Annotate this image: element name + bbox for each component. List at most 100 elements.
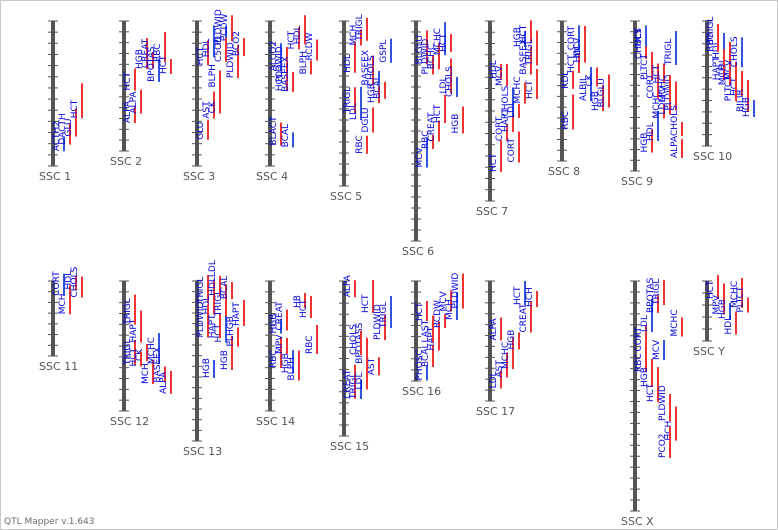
qtl-label: ALPA (670, 135, 680, 158)
qtl-label: AST (202, 101, 212, 119)
qtl-label: PLDWID (196, 302, 206, 338)
qtl-bar (360, 331, 362, 355)
qtl-label: PLDWID (373, 304, 383, 340)
qtl-bar (500, 317, 502, 341)
qtl-bar (170, 370, 172, 394)
chromosome-label: SSC 4 (256, 170, 288, 183)
qtl-label: MCV (573, 37, 583, 58)
qtl-label: PLTCT (724, 75, 734, 101)
qtl-bar (530, 46, 532, 75)
qtl-label: HGB (202, 358, 212, 378)
qtl-bar (456, 292, 458, 320)
qtl-label: RBC (355, 135, 365, 154)
qtl-bar (500, 370, 502, 389)
chromosome-group: SSC 15CREATTRIGLBPOTASSHCTASTPLDWIDTRIGL… (330, 274, 392, 453)
qtl-label: BCAL (373, 75, 383, 98)
qtl-bar (741, 278, 743, 308)
qtl-bar (426, 301, 428, 321)
qtl-label: HGB (269, 314, 279, 334)
qtl-label: DGLU (361, 107, 371, 132)
qtl-bar (645, 351, 647, 372)
qtl-label: HCT (489, 153, 499, 172)
qtl-bar (657, 111, 659, 141)
qtl-bar (729, 42, 731, 75)
qtl-bar (651, 359, 653, 387)
qtl-label: RBC (421, 130, 431, 149)
qtl-label: MCHC (658, 75, 668, 102)
qtl-label: BCAL (220, 276, 230, 299)
qtl-label: PLDWID (214, 9, 224, 45)
qtl-bar (207, 275, 209, 303)
qtl-label: BCAL (421, 344, 431, 367)
qtl-label: GLU (64, 118, 74, 136)
qtl-label: PLDWID (658, 385, 668, 421)
qtl-label: PLTCT (736, 286, 746, 312)
qtl-bar (280, 319, 282, 334)
qtl-bar (63, 273, 65, 296)
app-version-footer: QTL Mapper v.1.643 (4, 517, 95, 527)
qtl-label: LDL (355, 373, 365, 390)
chromosome-label: SSC 17 (476, 405, 515, 418)
qtl-label: HB (293, 295, 303, 308)
qtl-label: BLGLU (597, 78, 607, 107)
qtl-label: RBC (269, 349, 279, 368)
qtl-bar (207, 119, 209, 140)
qtl-label: HCT (123, 71, 133, 90)
qtl-label: HCT (70, 99, 80, 118)
qtl-label: AST (495, 360, 505, 378)
qtl-bar (645, 43, 647, 59)
chromosome-label: SSC 3 (183, 170, 215, 183)
qtl-label: BLPH (208, 64, 218, 87)
qtl-label: CORT (507, 138, 517, 163)
qtl-label: HDL (489, 60, 499, 79)
qtl-bar (584, 26, 586, 58)
qtl-bar (456, 77, 458, 97)
qtl-label: HDL (343, 54, 353, 73)
qtl-label: TRIGL (349, 373, 359, 400)
qtl-bar (354, 87, 356, 114)
qtl-label: HGB (367, 83, 377, 103)
qtl-label: CORT (495, 116, 505, 141)
qtl-bar (286, 338, 288, 354)
qtl-bar (432, 345, 434, 367)
qtl-label: HGB (640, 367, 650, 387)
qtl-label: HGB (640, 133, 650, 153)
qtl-bar (657, 295, 659, 313)
qtl-bar (657, 63, 659, 99)
qtl-label: LDL (439, 77, 449, 94)
qtl-label: HCT (196, 46, 206, 65)
qtl-label: HAPT (129, 318, 139, 342)
qtl-bar (134, 294, 136, 325)
qtl-bar (213, 25, 215, 58)
qtl-bar (717, 27, 719, 52)
qtl-label: TRIGL (652, 279, 662, 306)
qtl-bar (366, 17, 368, 41)
qtl-label: HCT (567, 54, 577, 73)
qtl-bar (723, 283, 725, 315)
qtl-bar (663, 103, 665, 119)
qtl-bar (378, 71, 380, 87)
qtl-bar (372, 107, 374, 133)
qtl-label: TRIGL (525, 39, 535, 66)
qtl-bar (225, 38, 227, 62)
qtl-bar (669, 92, 671, 115)
qtl-label: C5OD (214, 36, 224, 62)
qtl-bar (735, 78, 737, 102)
qtl-bar (741, 37, 743, 68)
qtl-bar (432, 135, 434, 149)
chromosome-group: SSC 6MCVRBCCREATHCTLDLCHOLSHGBBLGLUPLDWI… (402, 20, 464, 258)
qtl-bar (572, 70, 574, 89)
qtl-bar (536, 291, 538, 307)
qtl-bar (669, 394, 671, 421)
chromosome-group: SSC 3GLUASTCKPLDWIDPCDWPLDWIDBCO2HCTHDLB… (183, 9, 245, 183)
qtl-bar (512, 108, 514, 132)
qtl-bar (304, 293, 306, 308)
qtl-label: HCT (706, 280, 716, 299)
qtl-label: HCT (634, 27, 644, 46)
qtl-bar (432, 55, 434, 75)
qtl-bar (518, 332, 520, 350)
qtl-label: HDL (646, 122, 656, 141)
qtl-label: BLGLU (415, 35, 425, 64)
